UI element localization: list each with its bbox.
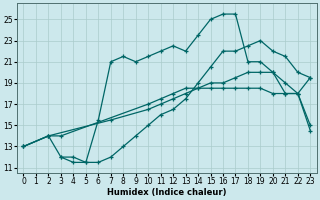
X-axis label: Humidex (Indice chaleur): Humidex (Indice chaleur) bbox=[107, 188, 227, 197]
